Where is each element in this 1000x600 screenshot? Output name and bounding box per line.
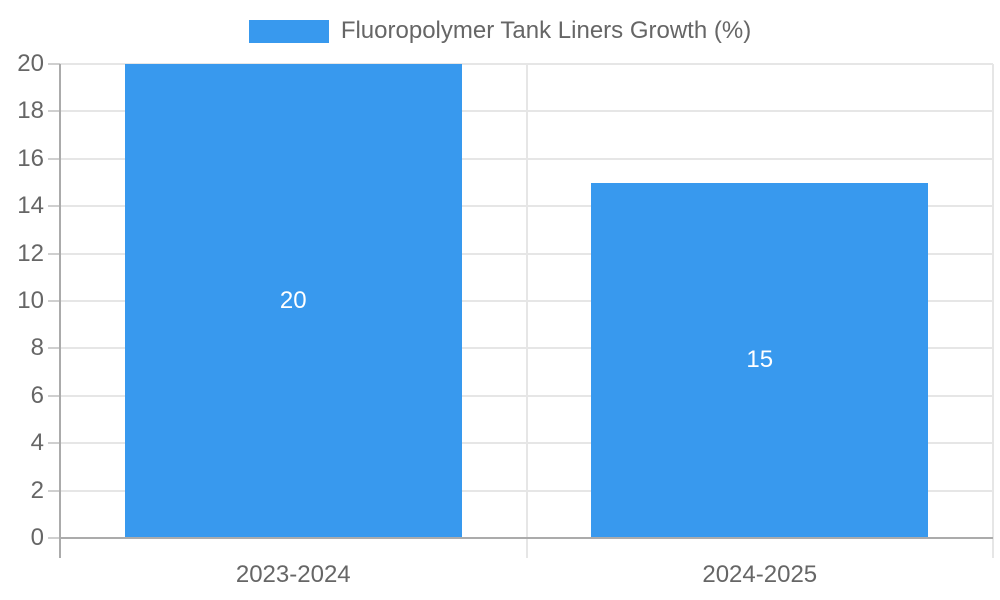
- bar-2024-2025[interactable]: [591, 182, 929, 538]
- bar-value-label: 15: [746, 346, 774, 374]
- x-boundary-gridline: [525, 64, 528, 558]
- y-axis-tick: [48, 442, 60, 445]
- legend-swatch: [248, 19, 329, 43]
- y-axis-label: 0: [30, 524, 44, 551]
- bar-2023-2024[interactable]: [124, 64, 462, 538]
- y-axis-label: 8: [30, 334, 44, 362]
- y-axis-line: [59, 64, 61, 558]
- y-axis-tick: [48, 394, 60, 397]
- chart-legend: Fluoropolymer Tank Liners Growth (%): [0, 17, 1000, 45]
- y-axis-tick: [48, 63, 60, 65]
- y-axis-label: 18: [17, 97, 44, 125]
- y-axis-label: 14: [17, 192, 44, 220]
- y-axis-tick: [48, 489, 60, 492]
- y-axis-label: 16: [17, 144, 44, 172]
- bar-value-label: 20: [279, 287, 307, 314]
- y-axis-tick: [48, 157, 60, 160]
- y-axis-tick: [48, 300, 60, 302]
- y-axis-tick: [48, 537, 60, 539]
- y-axis-tick: [48, 347, 60, 350]
- y-axis-tick: [48, 110, 60, 113]
- y-axis-label: 12: [17, 239, 44, 267]
- y-axis-label: 2: [30, 476, 44, 504]
- y-axis-label: 10: [17, 287, 44, 314]
- x-axis-line: [60, 537, 993, 539]
- x-axis-label: 2023-2024: [235, 561, 351, 588]
- y-axis-label: 6: [30, 381, 44, 409]
- legend-label: Fluoropolymer Tank Liners Growth (%): [340, 17, 752, 44]
- y-axis-label: 20: [17, 50, 44, 77]
- y-axis-label: 4: [30, 429, 44, 457]
- y-axis-tick: [48, 205, 60, 208]
- x-boundary-gridline: [992, 64, 994, 558]
- legend-item[interactable]: Fluoropolymer Tank Liners Growth (%): [248, 17, 752, 45]
- y-axis-tick: [48, 252, 60, 255]
- x-axis-label: 2024-2025: [702, 561, 818, 588]
